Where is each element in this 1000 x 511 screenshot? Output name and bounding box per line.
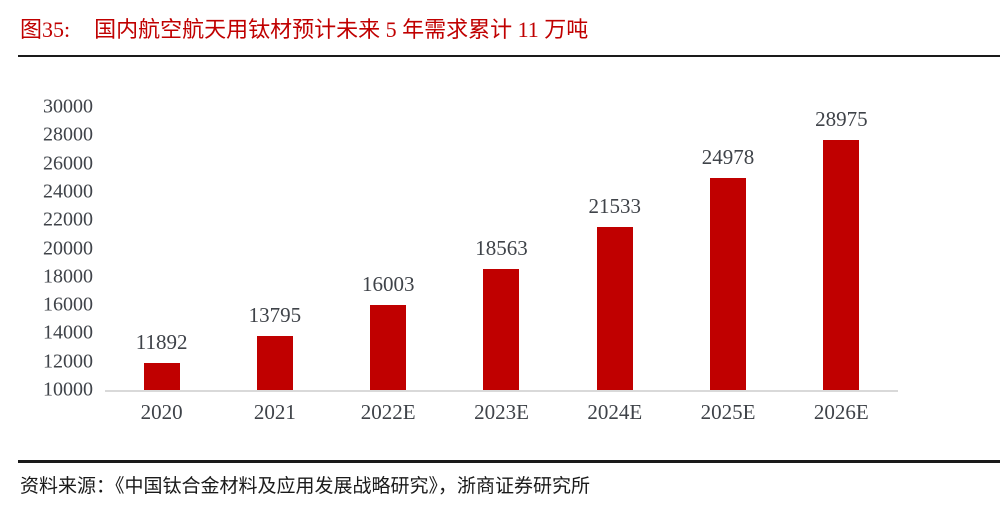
x-axis-label: 2020 xyxy=(140,400,183,424)
y-tick-label: 22000 xyxy=(43,208,93,231)
y-tick-label: 14000 xyxy=(43,321,93,344)
x-axis-labels: 2020 2021 2022E 2023E 2024E 2025E 2026E xyxy=(105,400,898,425)
bar-value-label: 21533 xyxy=(588,193,642,218)
bar-column: 18563 xyxy=(445,107,558,390)
y-tick-label: 18000 xyxy=(43,265,93,288)
x-axis-line xyxy=(105,390,898,392)
bar-2025E xyxy=(710,178,747,390)
bar-value-label: 11892 xyxy=(135,330,188,355)
y-tick-label: 12000 xyxy=(43,350,93,373)
y-tick-label: 30000 xyxy=(43,95,93,118)
source-divider xyxy=(18,460,1000,463)
y-tick-label: 26000 xyxy=(43,152,93,175)
bar-column: 28975 xyxy=(785,107,898,390)
y-tick-label: 28000 xyxy=(43,123,93,146)
x-axis-label: 2022E xyxy=(360,400,416,424)
bar-2022E xyxy=(370,305,407,390)
source-note: 资料来源：《中国钛合金材料及应用发展战略研究》，浙商证券研究所 xyxy=(20,476,591,497)
bar-column: 24978 xyxy=(671,107,784,390)
plot-area: 11892 13795 16003 18563 21533 24978 28975 xyxy=(105,107,898,392)
x-axis-label: 2026E xyxy=(813,400,869,424)
bar-column: 13795 xyxy=(218,107,331,390)
x-axis-label: 2024E xyxy=(587,400,643,424)
bar-chart: 10000 12000 14000 16000 18000 20000 22000 24000… xyxy=(0,70,1000,440)
bar-value-label: 16003 xyxy=(361,272,415,297)
x-axis-label: 2025E xyxy=(700,400,756,424)
bar-value-label: 28975 xyxy=(815,107,868,131)
bar-2023E xyxy=(483,268,520,390)
figure-number: 图35: xyxy=(20,17,71,42)
title-divider xyxy=(18,55,1000,57)
bar-2026E xyxy=(823,140,860,390)
bar-2024E xyxy=(596,226,633,390)
y-tick-label: 20000 xyxy=(43,237,93,259)
y-tick-label: 16000 xyxy=(43,293,93,316)
bar-value-label: 13795 xyxy=(248,303,302,328)
y-tick-label: 24000 xyxy=(43,180,93,203)
bar-value-label: 18563 xyxy=(475,235,528,260)
y-axis: 10000 12000 14000 16000 18000 20000 22000 24000… xyxy=(0,70,93,440)
bar-column: 21533 xyxy=(558,107,671,390)
bar-2021 xyxy=(256,336,293,390)
figure-title-text: 国内航空航天用钛材预计未来 5 年需求累计 11 万吨 xyxy=(94,17,589,42)
x-axis-label: 2021 xyxy=(253,400,296,424)
bar-2020 xyxy=(143,363,180,390)
figure-title: 图35: 国内航空航天用钛材预计未来 5 年需求累计 11 万吨 xyxy=(20,16,588,44)
bar-value-label: 24978 xyxy=(701,145,755,170)
x-axis-label: 2023E xyxy=(474,400,529,424)
y-tick-label: 10000 xyxy=(43,378,93,401)
bar-column: 16003 xyxy=(332,107,445,390)
bar-column: 11892 xyxy=(105,107,218,390)
